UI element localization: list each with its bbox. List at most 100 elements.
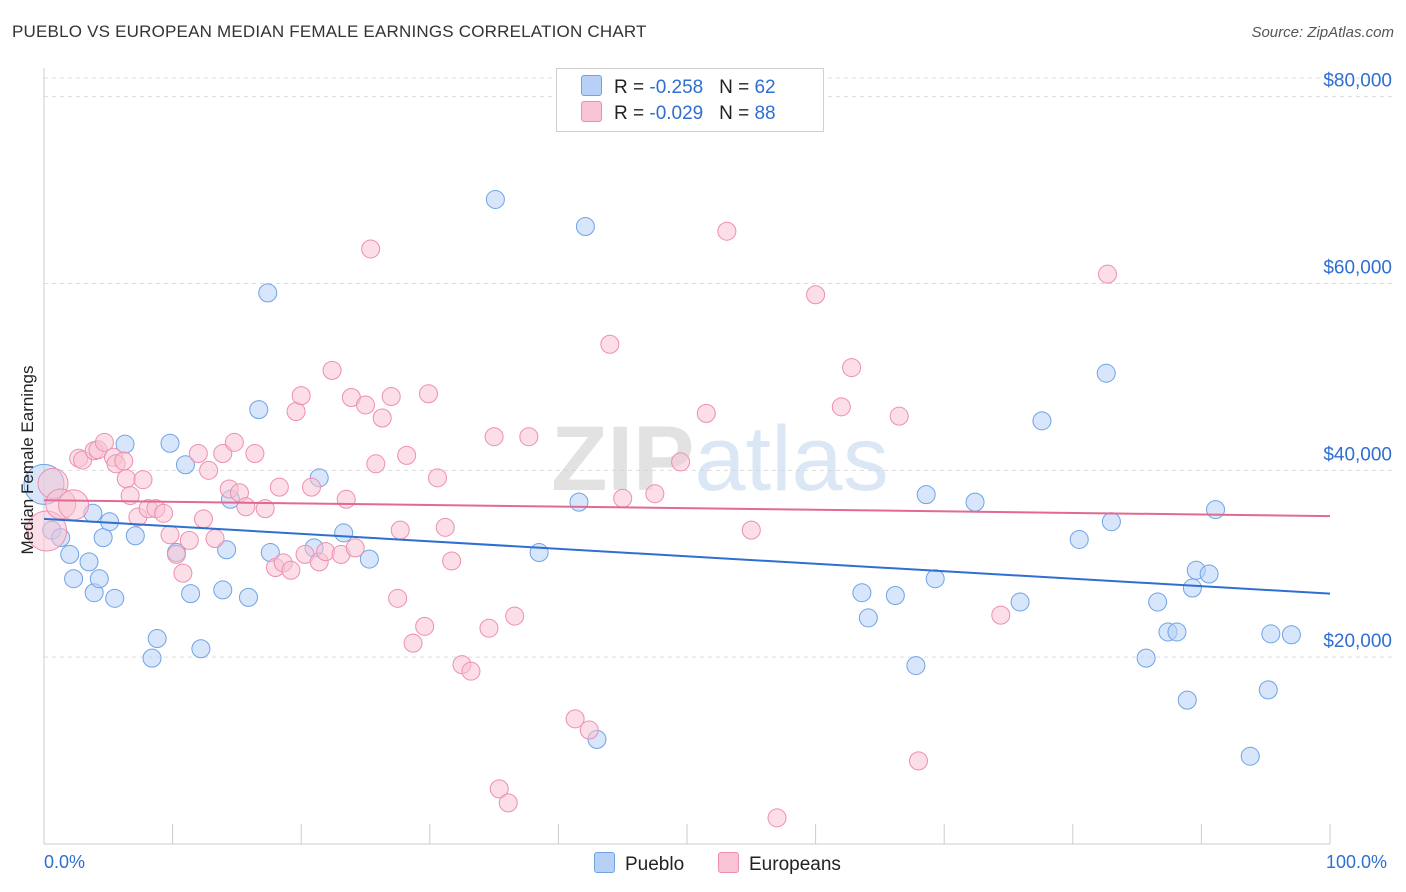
y-tick-label: $60,000 xyxy=(1323,258,1392,279)
point-europeans xyxy=(160,525,180,545)
x-tick-label-min: 0.0% xyxy=(44,852,86,872)
point-europeans xyxy=(205,529,225,549)
point-europeans xyxy=(613,488,633,508)
axes xyxy=(43,68,1331,845)
point-europeans xyxy=(269,477,289,497)
point-pueblo xyxy=(965,492,985,512)
point-europeans xyxy=(336,489,356,509)
legend-label-pueblo: Pueblo xyxy=(625,854,685,875)
point-pueblo xyxy=(213,580,233,600)
point-pueblo xyxy=(334,523,354,543)
point-europeans xyxy=(461,661,481,681)
point-europeans xyxy=(397,445,417,465)
point-pueblo xyxy=(1182,578,1202,598)
point-europeans xyxy=(322,360,342,380)
point-europeans xyxy=(133,470,153,490)
trend-line-pueblo xyxy=(43,517,1331,595)
legend-n-value: 88 xyxy=(754,103,776,124)
point-europeans xyxy=(489,779,509,799)
chart-title: PUEBLO VS EUROPEAN MEDIAN FEMALE EARNING… xyxy=(12,22,647,41)
point-europeans xyxy=(116,469,136,489)
point-europeans xyxy=(114,451,134,471)
point-pueblo xyxy=(1240,746,1260,766)
point-europeans xyxy=(671,452,691,472)
point-europeans xyxy=(245,444,265,464)
point-pueblo xyxy=(906,656,926,676)
point-pueblo xyxy=(485,189,505,209)
point-europeans xyxy=(224,432,244,452)
point-europeans xyxy=(281,560,301,580)
point-europeans xyxy=(579,720,599,740)
legend-swatch-europeans xyxy=(581,101,602,122)
point-pueblo xyxy=(258,283,278,303)
point-europeans xyxy=(419,384,439,404)
point-europeans xyxy=(908,751,928,771)
point-europeans xyxy=(600,334,620,354)
point-pueblo xyxy=(1281,625,1301,645)
point-europeans xyxy=(415,616,435,636)
y-axis-label: Median Female Earnings xyxy=(18,365,37,555)
point-pueblo xyxy=(1069,529,1089,549)
point-europeans xyxy=(199,460,219,480)
point-pueblo xyxy=(858,608,878,628)
point-europeans xyxy=(484,427,504,447)
point-europeans xyxy=(166,544,186,564)
legend-row-pueblo: R = -0.258 N = 62 xyxy=(581,75,776,99)
legend-r-label: R = xyxy=(614,103,650,124)
point-europeans xyxy=(403,633,423,653)
trend-lines xyxy=(43,499,1331,595)
point-europeans xyxy=(565,709,585,729)
point-europeans xyxy=(696,403,716,423)
y-tick-label: $20,000 xyxy=(1323,631,1392,652)
legend-r-value: -0.258 xyxy=(649,77,704,98)
point-europeans xyxy=(889,406,909,426)
y-tick-label: $80,000 xyxy=(1323,71,1392,92)
point-europeans xyxy=(842,358,862,378)
point-pueblo xyxy=(575,217,595,237)
x-tick-label-max: 100.0% xyxy=(1326,852,1388,872)
point-europeans xyxy=(741,520,761,540)
legend-item-pueblo: Pueblo xyxy=(594,852,684,876)
point-pueblo xyxy=(160,433,180,453)
point-europeans xyxy=(361,239,381,259)
point-europeans xyxy=(717,221,737,241)
point-pueblo xyxy=(1101,512,1121,532)
data-points xyxy=(23,189,1301,828)
point-pueblo xyxy=(1136,648,1156,668)
point-europeans xyxy=(479,618,499,638)
point-europeans xyxy=(505,606,525,626)
legend-swatch-europeans xyxy=(718,852,739,873)
point-europeans xyxy=(345,538,365,558)
point-europeans xyxy=(154,503,174,523)
point-pueblo xyxy=(569,492,589,512)
point-pueblo xyxy=(238,587,258,607)
legend-n-label: N = xyxy=(719,103,755,124)
point-europeans xyxy=(388,588,408,608)
point-pueblo xyxy=(885,586,905,606)
point-europeans xyxy=(356,395,375,415)
point-europeans xyxy=(372,408,392,428)
point-europeans xyxy=(26,510,68,552)
point-europeans xyxy=(188,444,208,464)
point-pueblo xyxy=(1258,680,1278,700)
y-tick-label: $40,000 xyxy=(1323,444,1392,465)
point-pueblo xyxy=(125,526,145,546)
point-pueblo xyxy=(1096,363,1116,383)
point-europeans xyxy=(1098,264,1118,284)
point-europeans xyxy=(831,397,851,417)
point-pueblo xyxy=(89,569,109,589)
point-europeans xyxy=(381,387,401,407)
point-pueblo xyxy=(1177,690,1197,710)
legend-label-europeans: Europeans xyxy=(749,854,841,875)
point-europeans xyxy=(442,551,462,571)
point-pueblo xyxy=(60,544,80,564)
legend-n-value: 62 xyxy=(754,77,776,98)
point-pueblo xyxy=(852,583,872,603)
point-pueblo xyxy=(1032,411,1052,431)
point-pueblo xyxy=(1206,500,1226,520)
point-europeans xyxy=(301,477,321,497)
point-europeans xyxy=(645,484,665,504)
point-europeans xyxy=(767,808,787,828)
point-pueblo xyxy=(181,584,201,604)
